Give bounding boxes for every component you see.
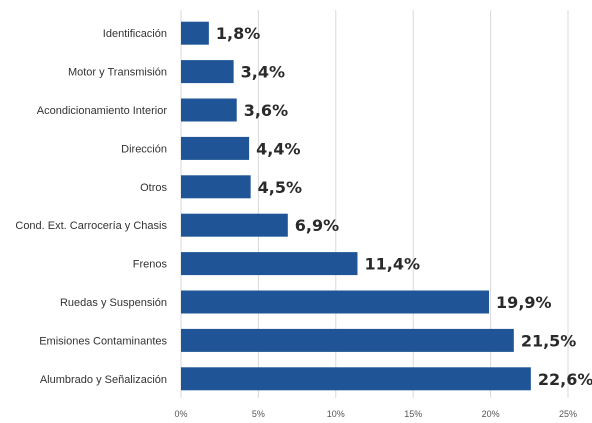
bar: [181, 367, 531, 391]
value-label: 3,4%: [241, 63, 285, 82]
category-label: Emisiones Contaminantes: [39, 335, 167, 347]
bar: [181, 98, 237, 122]
x-tick-label: 0%: [174, 409, 187, 419]
category-label: Cond. Ext. Carrocería y Chasis: [15, 220, 167, 232]
bar: [181, 136, 250, 160]
bar: [181, 21, 209, 45]
bar: [181, 213, 288, 237]
x-tick-label: 5%: [252, 409, 265, 419]
category-label: Motor y Transmisión: [68, 67, 167, 79]
category-label: Alumbrado y Señalización: [40, 374, 167, 386]
x-tick-label: 25%: [559, 409, 577, 419]
bar: [181, 252, 358, 276]
bar: [181, 328, 514, 352]
value-label: 6,9%: [295, 216, 339, 235]
bars: [181, 21, 531, 391]
category-label: Ruedas y Suspensión: [60, 297, 167, 309]
value-label: 4,4%: [256, 139, 300, 158]
value-label: 21,5%: [521, 331, 577, 350]
value-label: 1,8%: [216, 24, 260, 43]
category-label: Dirección: [121, 143, 167, 155]
category-label: Otros: [140, 182, 167, 194]
value-label: 11,4%: [364, 255, 420, 274]
category-label: Frenos: [133, 259, 168, 271]
category-label: Identificación: [103, 28, 167, 40]
value-label: 22,6%: [538, 370, 592, 389]
x-axis-tick-labels: 0% 5% 10% 15% 20% 25%: [174, 409, 577, 419]
value-label: 3,6%: [244, 101, 288, 120]
category-labels: Identificación Motor y Transmisión Acondic…: [15, 28, 167, 386]
value-labels: 1,8% 3,4% 3,6% 4,4% 4,5% 6,9% 11,4% 19,9% 21,5% 2…: [216, 24, 592, 389]
bar: [181, 60, 234, 84]
bar: [181, 290, 490, 314]
bar: [181, 175, 251, 199]
category-label: Acondicionamiento Interior: [37, 105, 168, 117]
x-tick-label: 20%: [482, 409, 500, 419]
value-label: 4,5%: [258, 178, 302, 197]
value-label: 19,9%: [496, 293, 552, 312]
x-tick-label: 10%: [327, 409, 345, 419]
x-tick-label: 15%: [404, 409, 422, 419]
